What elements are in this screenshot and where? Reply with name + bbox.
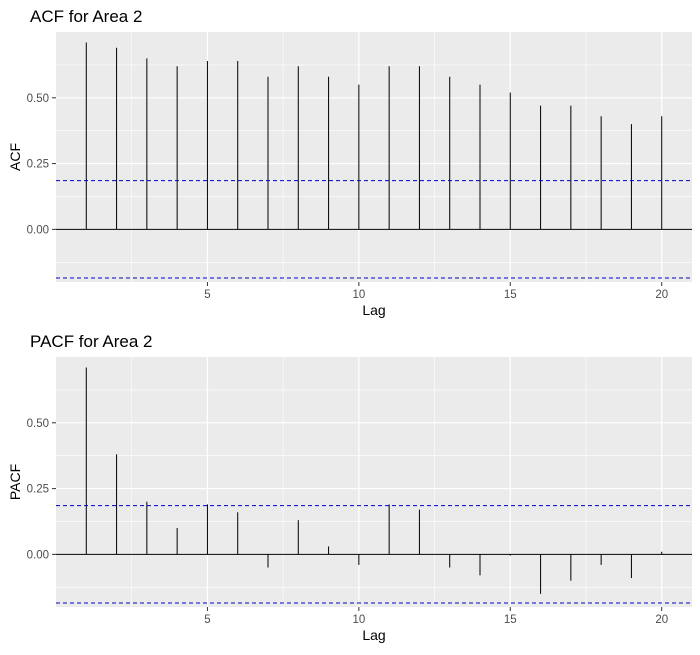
pacf-y-tick-label: 0.50 [27,418,49,430]
acf-y-tick-label: 0.00 [27,224,49,236]
acf-x-axis-title: Lag [362,302,385,318]
acf-chart-title: ACF for Area 2 [30,7,142,26]
acf-x-tick-label: 20 [655,289,668,301]
pacf-x-axis-title: Lag [362,627,385,643]
acf-x-tick-label: 5 [204,289,210,301]
pacf-y-tick-label: 0.00 [27,549,49,561]
pacf-x-tick-label: 10 [352,614,365,626]
pacf-y-tick-label: 0.25 [27,484,49,496]
pacf-panel: 0.00 0.25 0.50 5 10 15 20 PACF for Area 2 Lag PAC… [7,332,692,643]
acf-panel: 0.00 0.25 0.50 5 10 15 20 ACF for Area 2 Lag ACF [7,7,692,318]
pacf-chart-title: PACF for Area 2 [30,332,153,351]
pacf-x-tick-label: 20 [655,614,668,626]
acf-y-axis-title: ACF [7,143,23,171]
pacf-x-tick-label: 15 [504,614,517,626]
acf-x-tick-label: 15 [504,289,517,301]
pacf-y-axis-title: PACF [7,464,23,500]
pacf-plot-background [56,357,692,607]
pacf-x-tick-label: 5 [204,614,210,626]
acf-x-tick-label: 10 [352,289,365,301]
acf-y-tick-label: 0.50 [27,93,49,105]
acf-plot-background [56,32,692,282]
acf-y-tick-label: 0.25 [27,159,49,171]
